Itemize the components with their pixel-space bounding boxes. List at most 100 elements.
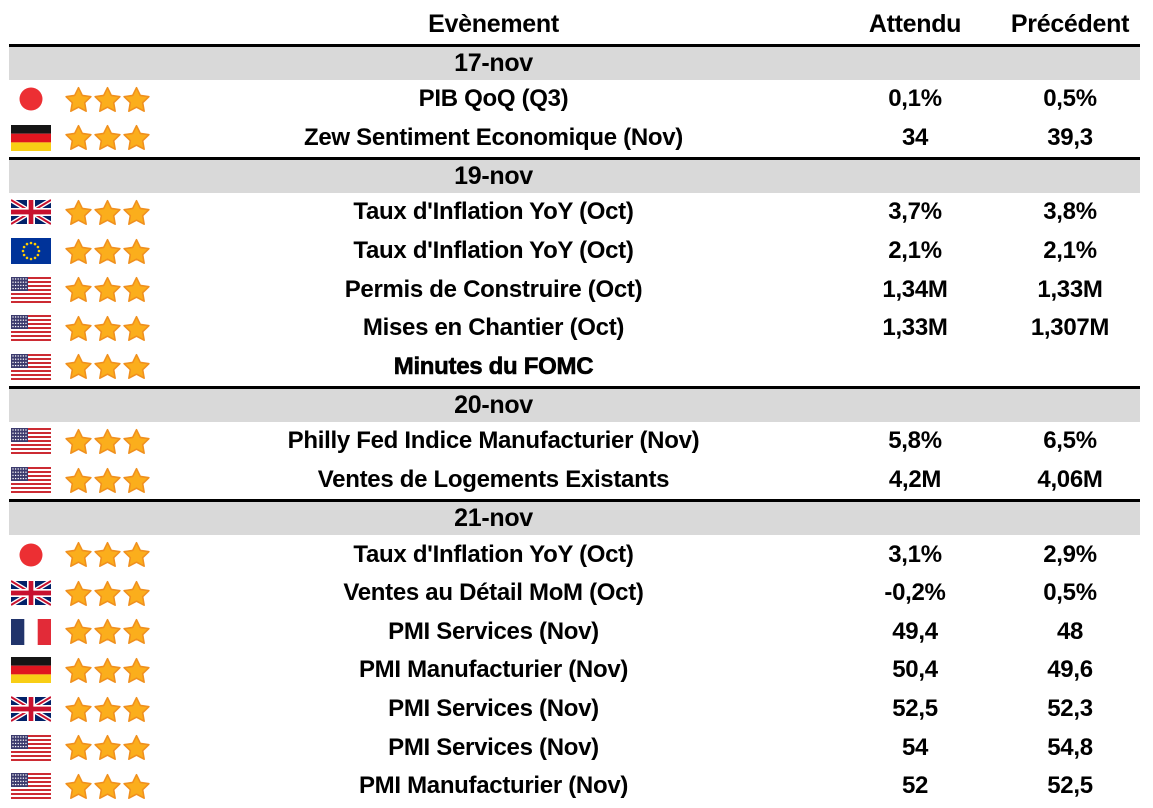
japan-flag-icon xyxy=(9,542,55,568)
previous-value: 49,6 xyxy=(1047,656,1093,684)
usa-flag-icon xyxy=(9,315,55,342)
column-header-expected: Attendu xyxy=(868,10,962,38)
event-label: Philly Fed Indice Manufacturier (Nov) xyxy=(287,427,700,455)
star-icon xyxy=(94,773,121,799)
star-icon xyxy=(123,773,150,799)
star-icon xyxy=(65,354,92,380)
star-icon xyxy=(94,542,121,568)
germany-flag-icon xyxy=(9,124,55,151)
table-row: Taux d'Inflation YoY (Oct) 2,1% 2,1% xyxy=(9,232,1140,271)
date-label: 21-nov xyxy=(454,504,533,533)
event-label: Mises en Chantier (Oct) xyxy=(362,314,625,342)
table-row: Mises en Chantier (Oct) 1,33M 1,307M xyxy=(9,309,1140,348)
star-icon xyxy=(123,277,150,303)
star-icon xyxy=(123,428,150,454)
date-row: 20-nov xyxy=(9,386,1140,423)
column-header-previous: Précédent xyxy=(1010,10,1130,38)
event-label: Taux d'Inflation YoY (Oct) xyxy=(353,198,634,226)
expected-value: 3,1% xyxy=(888,540,942,568)
star-icon xyxy=(65,657,92,683)
event-label: Taux d'Inflation YoY (Oct) xyxy=(353,540,634,568)
event-label: PMI Manufacturier (Nov) xyxy=(358,656,629,684)
expected-value: 3,7% xyxy=(888,198,942,226)
star-icon xyxy=(65,619,92,645)
previous-value: 1,307M xyxy=(1030,314,1110,342)
importance-stars xyxy=(55,353,157,380)
importance-stars xyxy=(55,618,157,645)
table-row: Ventes de Logements Existants 4,2M 4,06M xyxy=(9,461,1140,500)
previous-value: 6,5% xyxy=(1043,427,1097,455)
table-row: PMI Manufacturier (Nov) 52 52,5 xyxy=(9,767,1140,806)
event-label: PIB QoQ (Q3) xyxy=(418,85,569,113)
star-icon xyxy=(65,125,92,151)
star-icon xyxy=(65,467,92,493)
star-icon xyxy=(123,696,150,722)
expected-value: 2,1% xyxy=(888,237,942,265)
table-row: Zew Sentiment Economique (Nov) 34 39,3 xyxy=(9,119,1140,158)
previous-value: 52,3 xyxy=(1047,695,1093,723)
usa-flag-icon xyxy=(9,734,55,761)
table-row: Taux d'Inflation YoY (Oct) 3,1% 2,9% xyxy=(9,535,1140,574)
importance-stars xyxy=(55,580,157,607)
previous-value: 4,06M xyxy=(1037,466,1103,494)
previous-value: 52,5 xyxy=(1047,772,1093,800)
star-icon xyxy=(123,86,150,112)
star-icon xyxy=(94,657,121,683)
star-icon xyxy=(94,467,121,493)
france-flag-icon xyxy=(9,618,55,645)
expected-value: 52 xyxy=(901,772,929,800)
table-row: Minutes du FOMC xyxy=(9,348,1140,387)
event-label: Zew Sentiment Economique (Nov) xyxy=(303,123,684,151)
previous-value: 2,1% xyxy=(1043,237,1097,265)
usa-flag-icon xyxy=(9,773,55,800)
event-label: PMI Manufacturier (Nov) xyxy=(358,772,629,800)
star-icon xyxy=(94,619,121,645)
usa-flag-icon xyxy=(9,467,55,494)
previous-value: 0,5% xyxy=(1043,85,1097,113)
star-icon xyxy=(94,277,121,303)
column-header-event: Evènement xyxy=(428,10,559,38)
star-icon xyxy=(65,580,92,606)
importance-stars xyxy=(55,124,157,151)
star-icon xyxy=(94,354,121,380)
uk-flag-icon xyxy=(9,696,55,723)
star-icon xyxy=(65,735,92,761)
previous-value: 39,3 xyxy=(1047,123,1093,151)
event-label: PMI Services (Nov) xyxy=(388,617,599,645)
expected-value: 0,1% xyxy=(888,85,942,113)
usa-flag-icon xyxy=(9,276,55,303)
importance-stars xyxy=(55,657,157,684)
star-icon xyxy=(123,238,150,264)
importance-stars xyxy=(55,541,157,568)
previous-value: 3,8% xyxy=(1043,198,1097,226)
importance-stars xyxy=(55,773,157,800)
star-icon xyxy=(65,86,92,112)
star-icon xyxy=(65,238,92,264)
date-row: 17-nov xyxy=(9,44,1140,80)
expected-value: 4,2M xyxy=(888,466,942,494)
usa-flag-icon xyxy=(9,353,55,380)
table-row: PMI Services (Nov) 54 54,8 xyxy=(9,728,1140,767)
star-icon xyxy=(123,125,150,151)
importance-stars xyxy=(55,199,157,226)
star-icon xyxy=(94,696,121,722)
expected-value: 52,5 xyxy=(892,695,938,723)
previous-value: 2,9% xyxy=(1043,540,1097,568)
star-icon xyxy=(123,657,150,683)
star-icon xyxy=(94,428,121,454)
star-icon xyxy=(65,542,92,568)
star-icon xyxy=(123,315,150,341)
previous-value: 48 xyxy=(1056,617,1084,645)
table-row: PMI Services (Nov) 52,5 52,3 xyxy=(9,690,1140,729)
expected-value: 54 xyxy=(901,733,929,761)
event-label: Permis de Construire (Oct) xyxy=(344,275,643,303)
importance-stars xyxy=(55,734,157,761)
economic-calendar-table: Evènement Attendu Précédent 17-nov PIB Qo… xyxy=(9,0,1140,806)
star-icon xyxy=(65,199,92,225)
star-icon xyxy=(123,354,150,380)
date-label: 19-nov xyxy=(454,162,533,191)
event-label: Minutes du FOMC xyxy=(393,352,594,381)
usa-flag-icon xyxy=(9,428,55,455)
eu-flag-icon xyxy=(9,238,55,265)
star-icon xyxy=(65,428,92,454)
